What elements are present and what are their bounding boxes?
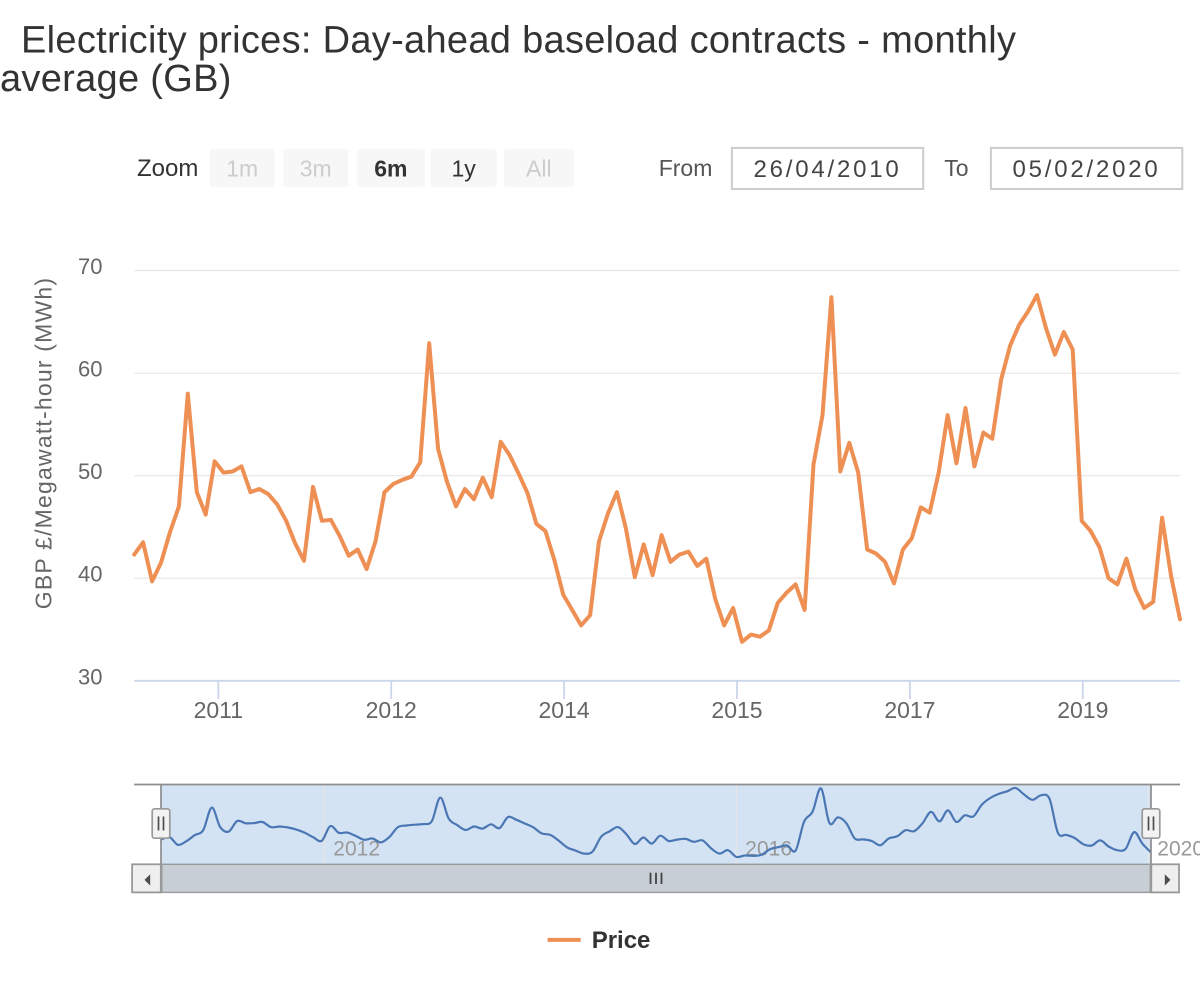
svg-text:1y: 1y — [451, 156, 476, 182]
svg-text:All: All — [526, 156, 552, 182]
svg-text:3m: 3m — [300, 156, 332, 182]
svg-text:average (GB): average (GB) — [0, 58, 232, 100]
svg-text:2012: 2012 — [366, 697, 417, 723]
svg-text:2015: 2015 — [711, 697, 762, 723]
svg-text:2017: 2017 — [884, 697, 935, 723]
svg-text:70: 70 — [78, 254, 102, 279]
svg-text:Zoom: Zoom — [137, 155, 198, 182]
svg-text:2019: 2019 — [1057, 697, 1108, 723]
svg-text:50: 50 — [78, 459, 102, 484]
svg-text:05/02/2020: 05/02/2020 — [1012, 156, 1160, 183]
svg-text:1m: 1m — [226, 156, 258, 182]
svg-text:40: 40 — [78, 562, 102, 587]
svg-text:2014: 2014 — [539, 697, 590, 723]
svg-text:From: From — [659, 155, 713, 181]
svg-text:2012: 2012 — [333, 837, 380, 860]
svg-text:GBP £/Megawatt-hour (MWh): GBP £/Megawatt-hour (MWh) — [31, 277, 57, 610]
svg-text:Price: Price — [592, 927, 651, 954]
svg-text:To: To — [944, 155, 968, 181]
svg-text:2020: 2020 — [1157, 837, 1200, 860]
svg-text:6m: 6m — [374, 156, 407, 182]
svg-text:2011: 2011 — [194, 697, 243, 723]
svg-text:60: 60 — [78, 357, 102, 382]
svg-text:30: 30 — [78, 664, 102, 689]
svg-text:26/04/2010: 26/04/2010 — [753, 156, 901, 183]
svg-text:Electricity prices: Day-ahead: Electricity prices: Day-ahead baseload c… — [21, 20, 1016, 62]
